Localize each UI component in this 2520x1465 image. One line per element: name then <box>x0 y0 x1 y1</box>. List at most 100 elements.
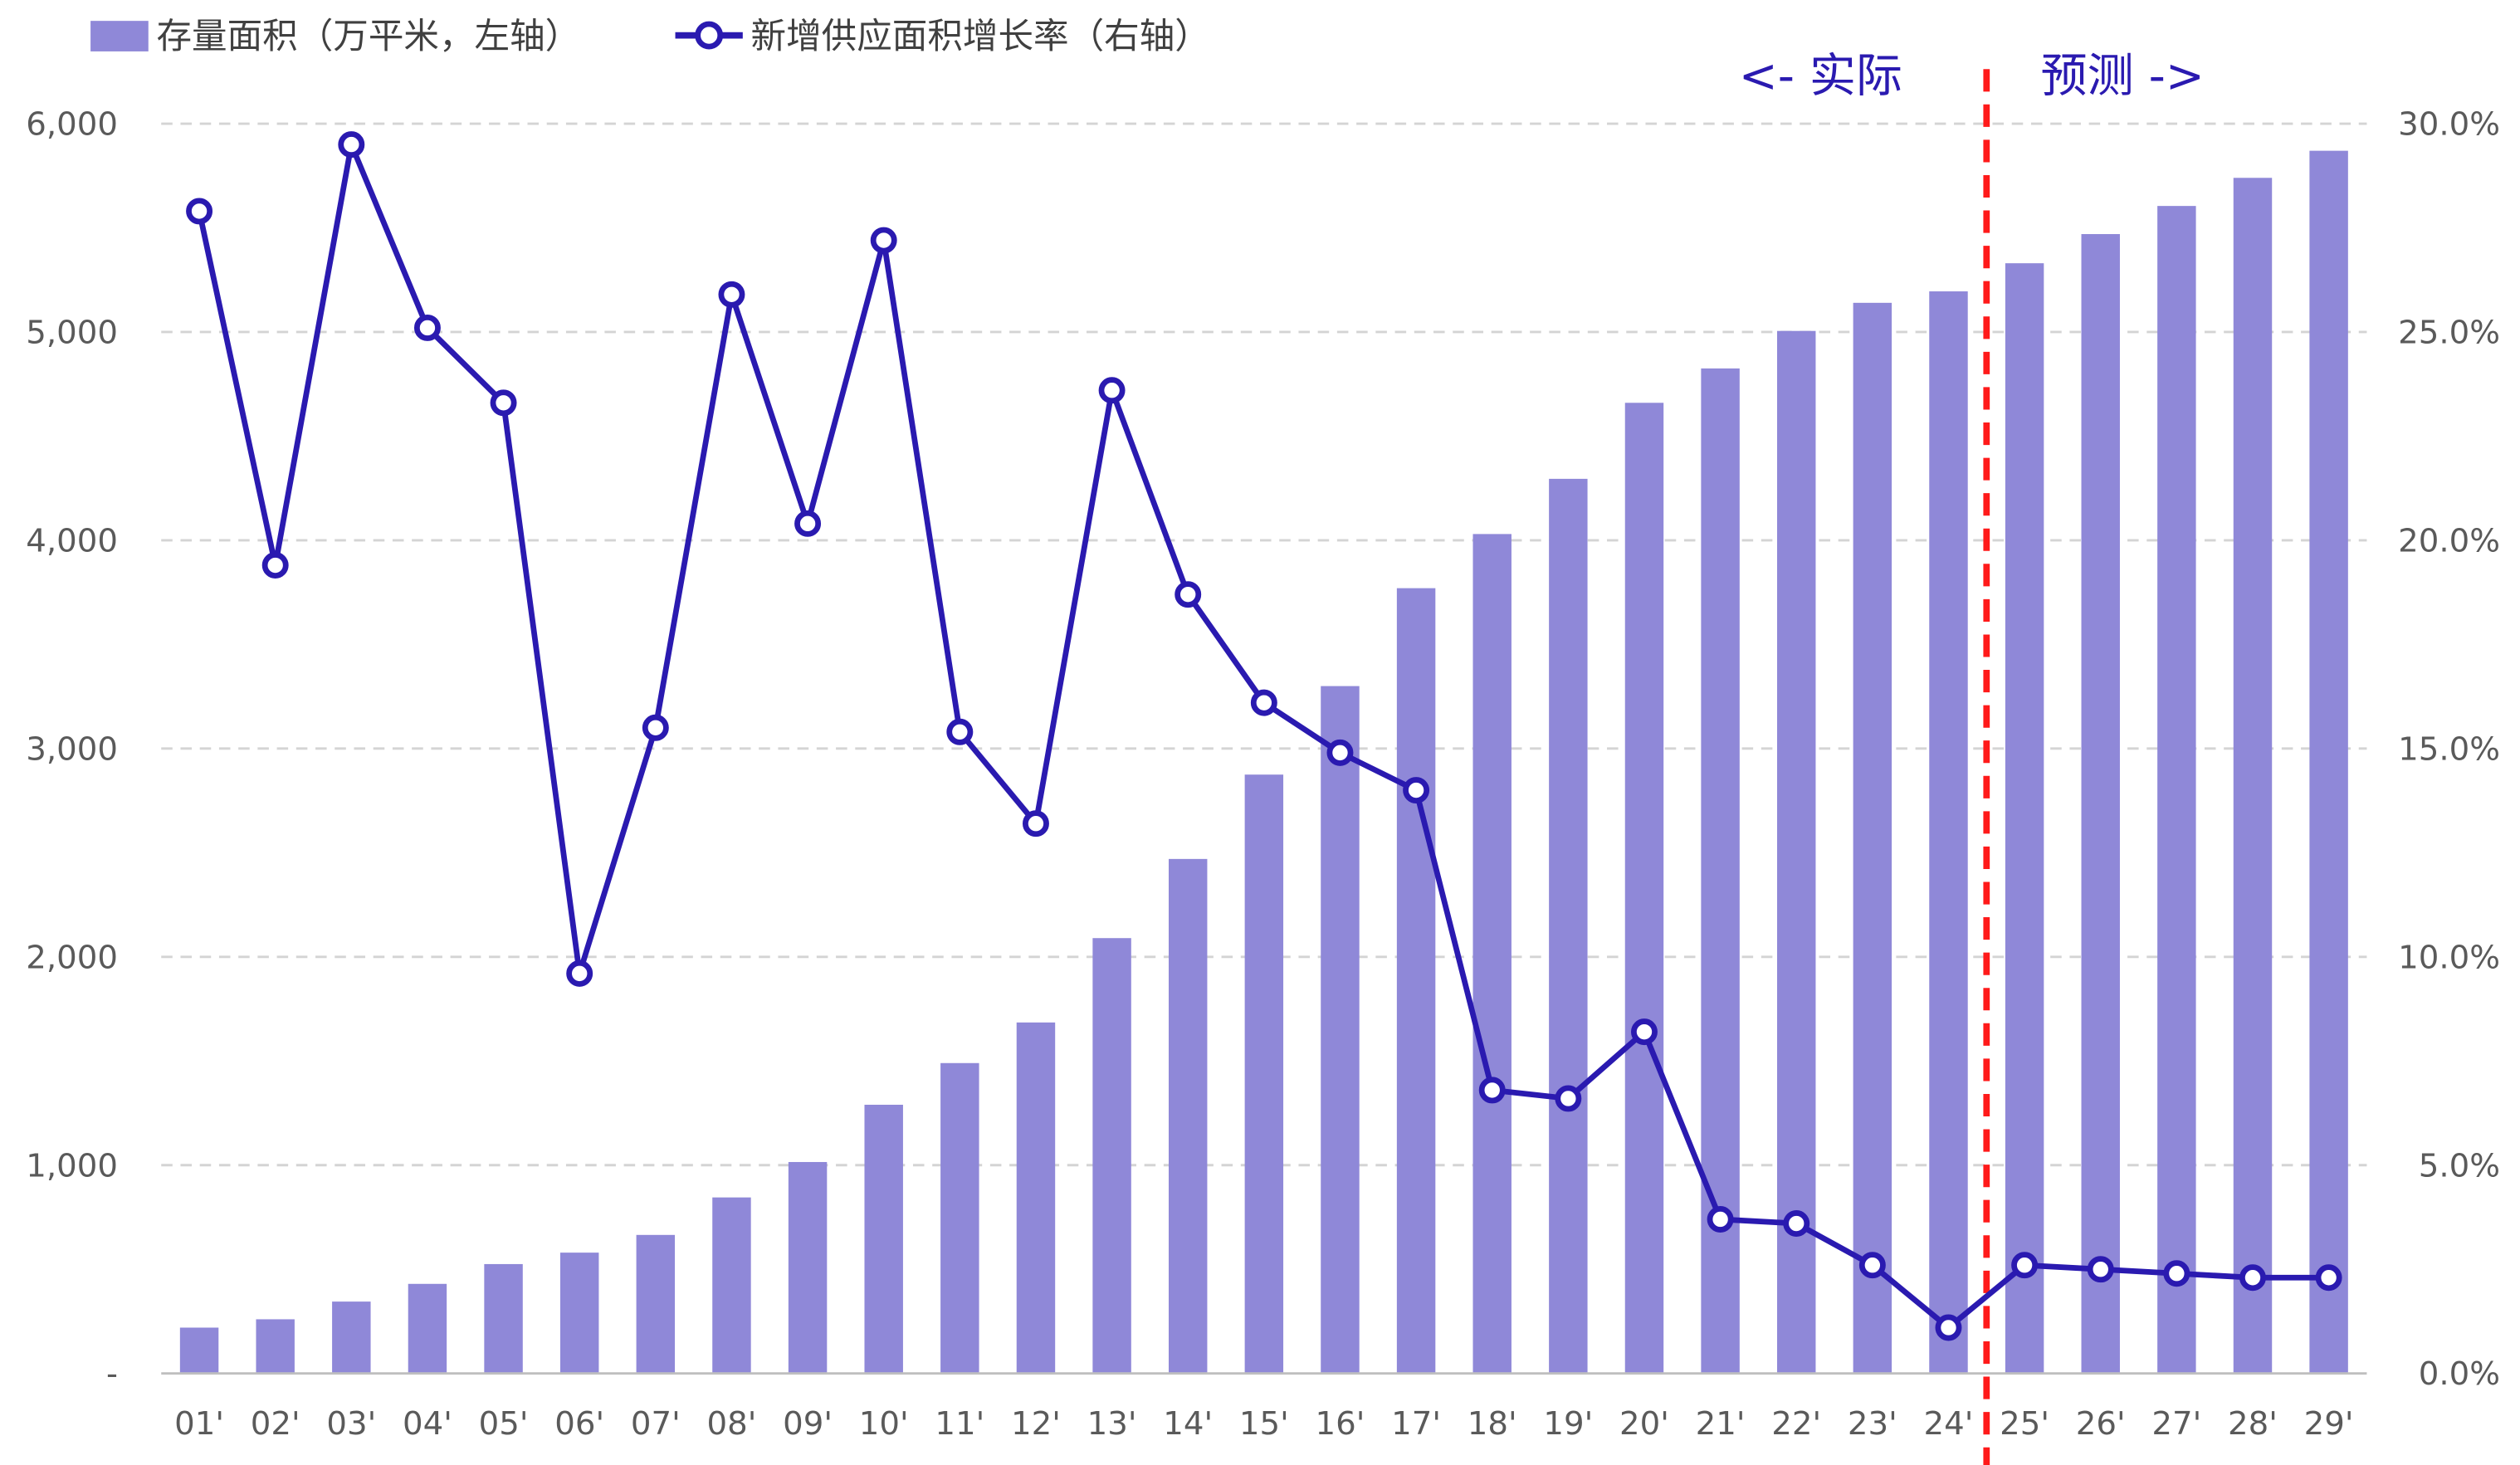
x-tick-label: 07' <box>631 1405 681 1443</box>
y-left-tick-label: 3,000 <box>26 730 118 768</box>
line-point <box>1022 810 1049 837</box>
bar <box>1624 403 1664 1374</box>
line-point <box>2163 1260 2190 1287</box>
bar <box>2005 263 2044 1374</box>
bar <box>864 1104 903 1374</box>
bar <box>1321 686 1360 1374</box>
x-tick-label: 05' <box>479 1405 529 1443</box>
bar-series <box>179 150 2348 1374</box>
bar <box>1016 1022 1056 1374</box>
bar <box>559 1253 599 1374</box>
x-tick-label: 03' <box>326 1405 376 1443</box>
line-point <box>1935 1314 1962 1341</box>
x-tick-label: 06' <box>554 1405 604 1443</box>
line-point <box>1326 739 1354 766</box>
x-tick-label: 15' <box>1239 1405 1289 1443</box>
line-point <box>1858 1252 1886 1279</box>
y-left-tick-label: 2,000 <box>26 939 118 976</box>
bar <box>1472 534 1512 1374</box>
line-point <box>1403 777 1430 804</box>
line-series <box>186 131 2342 1341</box>
legend: 存量面积（万平米，左轴） 新增供应面积增长率（右轴） <box>90 16 1210 57</box>
y-left-tick-label: 6,000 <box>26 106 118 144</box>
line-point <box>566 960 593 987</box>
x-tick-label: 29' <box>2304 1405 2354 1443</box>
bar <box>1853 302 1892 1374</box>
bar <box>2081 234 2120 1374</box>
y-right-tick-label: 30.0% <box>2398 106 2500 144</box>
line-point <box>1175 581 1202 608</box>
x-tick-label: 10' <box>859 1405 909 1443</box>
bar <box>636 1234 676 1374</box>
bar <box>1396 588 1436 1374</box>
line-point <box>2011 1252 2039 1279</box>
bar <box>1549 478 1588 1374</box>
y-right-tick-label: 5.0% <box>2419 1147 2500 1184</box>
line-point <box>186 198 213 225</box>
line-point <box>413 314 441 341</box>
line-point <box>1707 1206 1734 1233</box>
x-tick-label: 04' <box>403 1405 452 1443</box>
line-point <box>1783 1210 1810 1237</box>
line-point <box>490 389 517 417</box>
bar <box>1244 774 1284 1374</box>
x-tick-label: 02' <box>251 1405 300 1443</box>
x-tick-label: 08' <box>707 1405 757 1443</box>
x-tick-label: 22' <box>1771 1405 1821 1443</box>
y-left-tick-label: - <box>106 1355 118 1393</box>
line-point <box>718 281 745 308</box>
bar <box>788 1161 828 1374</box>
line-point <box>1478 1077 1506 1104</box>
legend-line-marker <box>695 21 724 50</box>
line-point <box>642 714 669 741</box>
bar <box>2157 206 2196 1374</box>
line-point <box>1250 689 1277 716</box>
line-point <box>2315 1264 2342 1292</box>
line-point <box>1555 1085 1582 1112</box>
x-tick-label: 09' <box>783 1405 833 1443</box>
line-point <box>1098 377 1126 404</box>
y-left-tick-label: 1,000 <box>26 1147 118 1184</box>
y-right-tick-label: 20.0% <box>2398 522 2500 559</box>
bar <box>2309 150 2348 1374</box>
y-left-tick-label: 5,000 <box>26 315 118 352</box>
x-tick-label: 13' <box>1087 1405 1137 1443</box>
x-tick-label: 18' <box>1468 1405 1517 1443</box>
line-point <box>1631 1018 1658 1046</box>
x-tick-label: 28' <box>2228 1405 2278 1443</box>
line-point <box>338 131 365 159</box>
y-right-tick-label: 0.0% <box>2419 1355 2500 1393</box>
bar <box>712 1197 751 1374</box>
y-left-tick-label: 4,000 <box>26 522 118 559</box>
bar <box>1092 938 1131 1374</box>
line-point <box>2239 1264 2266 1292</box>
x-tick-label: 01' <box>174 1405 224 1443</box>
bar <box>1777 330 1816 1374</box>
bar <box>179 1327 219 1374</box>
legend-line-label: 新增供应面积增长率（右轴） <box>751 16 1210 57</box>
gridlines <box>161 122 2367 1167</box>
annotation-forecast: 预测 -> <box>2041 49 2205 103</box>
bar <box>2233 178 2273 1374</box>
bar <box>256 1319 295 1374</box>
bar <box>1168 858 1208 1374</box>
x-tick-label: 21' <box>1696 1405 1746 1443</box>
line-point <box>794 510 822 537</box>
line-point <box>2087 1256 2114 1283</box>
legend-bar-swatch <box>90 21 149 51</box>
tick-labels: - 1,000 2,000 3,000 4,000 5,000 6,000 0.0% 5.0% 1… <box>26 106 2500 1443</box>
x-tick-label: 23' <box>1848 1405 1897 1443</box>
x-tick-label: 24' <box>1924 1405 1974 1443</box>
x-tick-label: 27' <box>2151 1405 2201 1443</box>
bar <box>484 1263 523 1374</box>
x-tick-label: 25' <box>2000 1405 2049 1443</box>
line-point <box>870 227 897 254</box>
line-point <box>261 552 289 579</box>
x-tick-label: 19' <box>1543 1405 1593 1443</box>
x-tick-label: 26' <box>2076 1405 2126 1443</box>
annotation-actual: <- 实际 <box>1739 49 1902 103</box>
y-right-tick-label: 25.0% <box>2398 315 2500 352</box>
x-tick-label: 16' <box>1316 1405 1365 1443</box>
x-tick-label: 17' <box>1391 1405 1441 1443</box>
bar <box>1929 291 1968 1374</box>
